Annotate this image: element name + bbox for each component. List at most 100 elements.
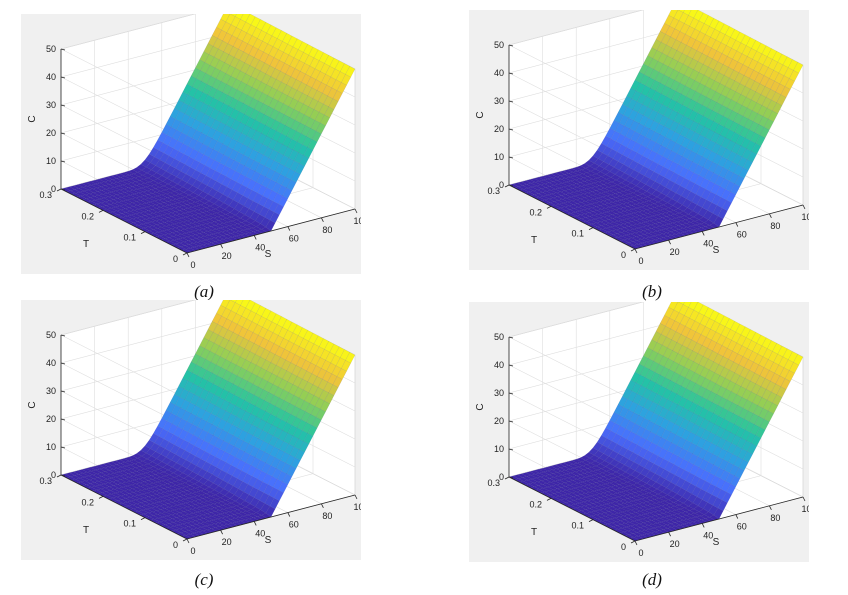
s-tick-mark [769,505,772,510]
z-tick-label: 30 [46,386,56,396]
t-tick-mark [98,209,104,213]
surface-patch [693,302,704,314]
t-tick-mark [56,474,62,478]
z-tick-label: 20 [46,414,56,424]
z-tick-mark [60,104,66,107]
surface-mesh [60,300,356,540]
s-tick-mark [769,213,772,218]
z-tick-mark [508,392,514,395]
z-tick-label: 30 [46,100,56,110]
t-axis-label: T [83,239,89,250]
s-axis-label: S [713,537,720,548]
t-axis-label: T [531,527,537,538]
z-tick-mark [508,448,514,451]
z-tick-mark [60,188,66,191]
z-tick-label: 30 [494,388,504,398]
t-tick-label: 0.1 [123,519,136,529]
z-tick-label: 50 [46,44,56,54]
z-axis-label: C [475,403,486,410]
z-tick-label: 0 [499,472,504,482]
z-tick-mark [60,446,66,449]
s-axis-line [634,204,804,250]
t-tick-label: 0.2 [529,207,542,217]
s-tick-label: 40 [703,238,713,248]
t-tick-label: 0.1 [571,229,584,239]
s-tick-mark [354,494,358,500]
surface-patch [235,300,244,306]
t-axis-line [508,476,636,542]
s-tick-label: 100 [801,212,809,222]
s-tick-label: 60 [289,234,299,244]
z-tick-label: 40 [494,68,504,78]
s-tick-label: 80 [322,511,332,521]
s-tick-mark [701,231,705,236]
z-tick-label: 40 [46,358,56,368]
t-tick-mark [630,248,636,252]
s-tick-mark [802,496,806,502]
s-tick-label: 80 [770,513,780,523]
s-tick-label: 0 [638,256,643,266]
s-tick-label: 0 [190,546,195,556]
s-tick-label: 60 [289,520,299,530]
surface-patch [677,302,685,305]
z-tick-label: 20 [494,124,504,134]
t-tick-mark [182,252,188,256]
s-tick-label: 80 [770,221,780,231]
surface-patch [693,10,704,22]
s-tick-label: 0 [638,548,643,558]
surface-patch [245,14,256,26]
s-axis-label: S [265,249,272,260]
s-tick-label: 80 [322,225,332,235]
surface-patch [793,353,804,366]
z-tick-label: 20 [46,128,56,138]
s-tick-mark [186,252,190,258]
s-axis-line [186,494,356,540]
s-tick-mark [735,514,739,519]
s-tick-label: 40 [255,528,265,538]
surface-patch [793,61,804,74]
t-tick-mark [140,231,146,235]
panel-caption-a: (a) [194,282,214,301]
z-tick-mark [508,72,514,75]
s-tick-mark [668,240,671,245]
s-tick-label: 40 [255,242,265,252]
z-tick-label: 0 [51,470,56,480]
s-tick-label: 20 [222,537,232,547]
t-tick-label: 0 [621,542,626,552]
t-tick-label: 0.3 [39,190,52,200]
z-tick-mark [60,362,66,365]
surface-mesh [508,10,804,250]
t-tick-mark [56,188,62,192]
s-tick-label: 100 [353,502,361,512]
z-tick-label: 10 [494,444,504,454]
t-tick-label: 0 [173,254,178,264]
z-tick-label: 10 [46,156,56,166]
s-tick-label: 20 [670,247,680,257]
t-axis-line [60,188,188,254]
surface-mesh [60,14,356,254]
z-tick-label: 50 [494,332,504,342]
t-tick-mark [182,538,188,542]
z-tick-mark [508,156,514,159]
s-tick-label: 20 [222,251,232,261]
s-tick-label: 0 [190,260,195,270]
s-tick-label: 60 [737,230,747,240]
z-tick-label: 30 [494,96,504,106]
t-tick-label: 0.3 [487,186,500,196]
z-tick-mark [508,100,514,103]
s-tick-mark [287,512,291,517]
s-tick-mark [186,538,190,544]
s-tick-mark [668,532,671,537]
surface-mesh [508,302,804,542]
z-tick-label: 10 [46,442,56,452]
z-tick-label: 0 [51,184,56,194]
t-tick-mark [504,184,510,188]
s-tick-mark [220,244,223,249]
z-tick-label: 40 [494,360,504,370]
z-tick-label: 40 [46,72,56,82]
